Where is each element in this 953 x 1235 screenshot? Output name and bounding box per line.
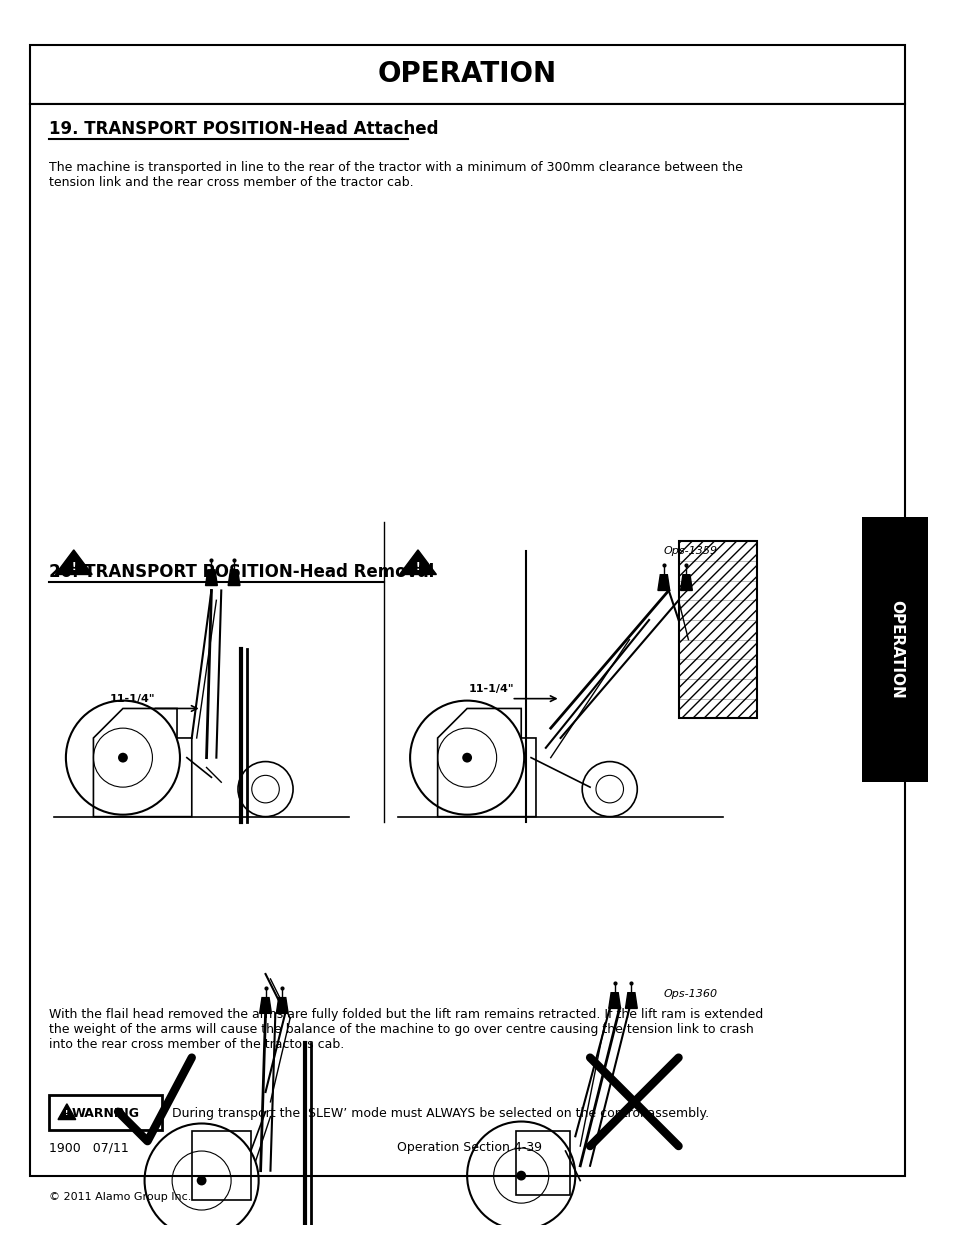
Text: Operation Section 4-39: Operation Section 4-39: [396, 1141, 541, 1155]
Text: With the flail head removed the arms are fully folded but the lift ram remains r: With the flail head removed the arms are…: [50, 1009, 762, 1051]
Text: OPERATION: OPERATION: [888, 600, 903, 699]
Text: Ops-1359: Ops-1359: [663, 546, 718, 556]
Polygon shape: [259, 998, 272, 1014]
Text: During transport the ‘SLEW’ mode must ALWAYS be selected on the control assembly: During transport the ‘SLEW’ mode must AL…: [172, 1107, 708, 1120]
Text: !: !: [416, 562, 419, 572]
Text: WARNING: WARNING: [71, 1107, 139, 1120]
Polygon shape: [608, 993, 619, 1009]
Polygon shape: [399, 550, 436, 574]
Text: 20. TRANSPORT POSITION-Head Removal: 20. TRANSPORT POSITION-Head Removal: [50, 563, 434, 580]
Text: !: !: [65, 1110, 69, 1115]
Text: 19. TRANSPORT POSITION-Head Attached: 19. TRANSPORT POSITION-Head Attached: [50, 120, 438, 138]
Text: !: !: [71, 562, 76, 572]
Circle shape: [118, 752, 128, 762]
Bar: [30, 104, 903, 1176]
Polygon shape: [55, 550, 92, 574]
Circle shape: [516, 1171, 526, 1181]
Text: 11-1/4": 11-1/4": [469, 684, 514, 694]
Circle shape: [196, 1176, 206, 1186]
Polygon shape: [205, 569, 217, 585]
Bar: [30, 44, 903, 104]
Circle shape: [462, 752, 472, 762]
Text: The machine is transported in line to the rear of the tractor with a minimum of : The machine is transported in line to th…: [50, 161, 742, 189]
Polygon shape: [625, 993, 637, 1009]
Polygon shape: [679, 574, 692, 590]
Polygon shape: [276, 998, 288, 1014]
Polygon shape: [228, 569, 240, 585]
Text: 1900   07/11: 1900 07/11: [50, 1141, 129, 1155]
Polygon shape: [58, 1104, 75, 1120]
Text: Ops-1360: Ops-1360: [663, 989, 718, 999]
Text: OPERATION: OPERATION: [377, 61, 557, 88]
Text: 11-1/4": 11-1/4": [110, 694, 155, 704]
Bar: [50, 1095, 162, 1130]
Text: © 2011 Alamo Group Inc.: © 2011 Alamo Group Inc.: [50, 1192, 192, 1203]
Bar: [862, 516, 927, 782]
Polygon shape: [658, 574, 669, 590]
